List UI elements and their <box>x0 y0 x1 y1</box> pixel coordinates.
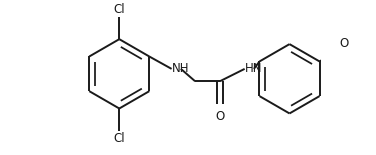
Text: HN: HN <box>245 62 263 75</box>
Text: NH: NH <box>172 62 190 75</box>
Text: O: O <box>215 110 224 123</box>
Text: Cl: Cl <box>114 132 125 145</box>
Text: Cl: Cl <box>114 3 125 16</box>
Text: O: O <box>340 37 349 50</box>
